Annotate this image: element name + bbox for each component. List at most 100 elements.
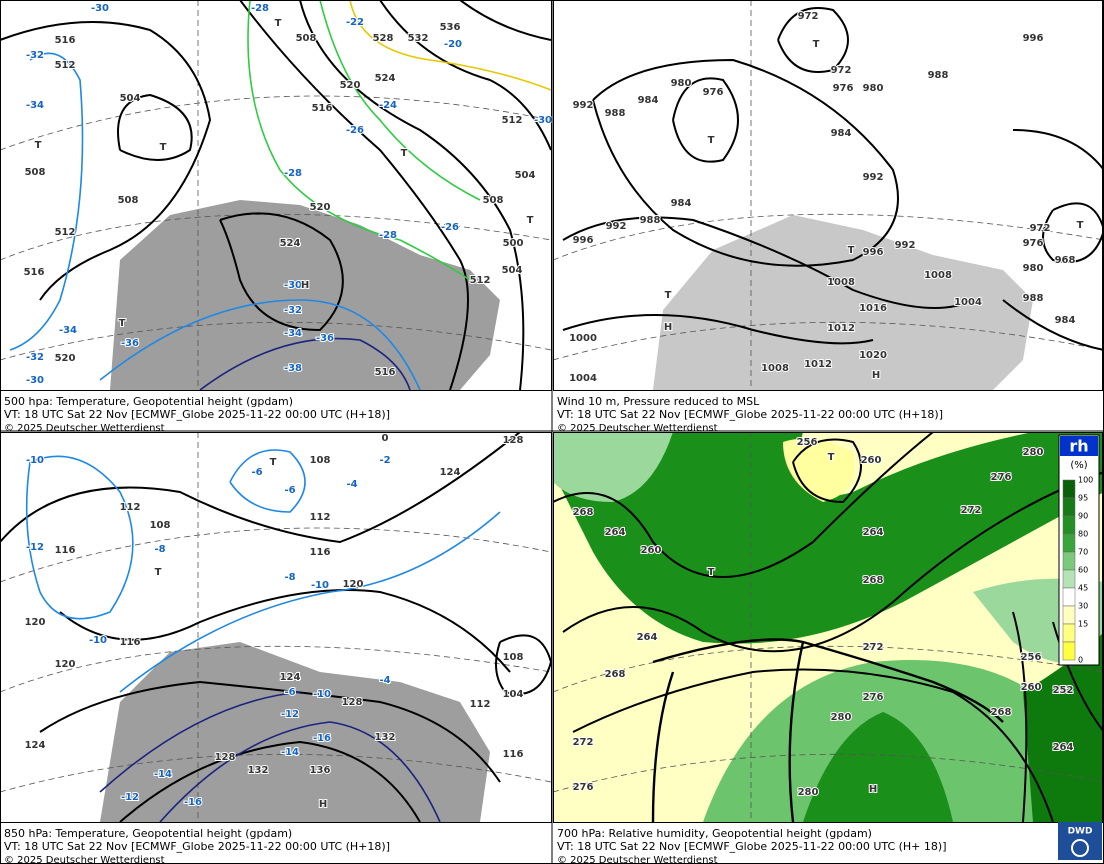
contour-label: -34 xyxy=(59,325,77,336)
contour-label: 996 xyxy=(1023,33,1044,44)
contour-label: 1008 xyxy=(827,277,855,288)
contour-label: 516 xyxy=(55,35,76,46)
contour-label: 128 xyxy=(342,697,363,708)
contour-label: 260 xyxy=(641,545,662,556)
contour-label: 116 xyxy=(55,545,76,556)
logo-text: DWD xyxy=(1068,827,1093,837)
contour-label: 264 xyxy=(637,632,658,643)
legend-label: 45 xyxy=(1078,584,1088,593)
contour-label: -24 xyxy=(379,100,397,111)
contour-label: 520 xyxy=(55,353,76,364)
contour-label: -20 xyxy=(444,39,462,50)
contour-label: H xyxy=(664,322,672,333)
contour-label: 988 xyxy=(1023,293,1044,304)
contour-label: 268 xyxy=(991,707,1012,718)
contour-label: T xyxy=(119,318,126,329)
contour-label: 272 xyxy=(573,737,594,748)
contour-label: H xyxy=(872,370,880,381)
contour-label: 536 xyxy=(440,22,461,33)
contour-label: 128 xyxy=(215,752,236,763)
contour-label: 124 xyxy=(440,467,461,478)
contour-label: -30 xyxy=(284,280,302,291)
contour-label: T xyxy=(848,245,855,256)
legend-unit: (%) xyxy=(1070,460,1087,471)
legend-label: 60 xyxy=(1078,566,1088,575)
contour-label: 512 xyxy=(502,115,523,126)
legend-label: 80 xyxy=(1078,530,1088,539)
contour-label: -30 xyxy=(91,3,109,14)
contour-label: 108 xyxy=(503,652,524,663)
contour-label: -6 xyxy=(251,467,262,478)
logo-icon xyxy=(1071,839,1089,857)
contour-label: 1008 xyxy=(761,363,789,374)
panel-700hpa: rh (%) 100 95 90 80 70 60 45 30 15 0 DWD 256 260 28… xyxy=(553,432,1104,864)
caption-line: VT: 18 UTC Sat 22 Nov [ECMWF_Globe 2025-… xyxy=(557,408,943,421)
contour-label: 508 xyxy=(296,33,317,44)
contour-label: 508 xyxy=(118,195,139,206)
contour-label: 992 xyxy=(573,100,594,111)
legend-swatch xyxy=(1062,533,1076,553)
contour-label: -26 xyxy=(441,222,459,233)
contour-label: 112 xyxy=(470,699,491,710)
contour-label: 516 xyxy=(24,267,45,278)
contour-label: 276 xyxy=(573,782,594,793)
contour-label: T xyxy=(708,567,715,578)
contour-label: 272 xyxy=(863,642,884,653)
map-frame xyxy=(553,432,1103,823)
contour-label: T xyxy=(275,18,282,29)
contour-label: -28 xyxy=(379,230,397,241)
contour-label: 120 xyxy=(343,579,364,590)
contour-label: 524 xyxy=(375,73,396,84)
contour-label: 504 xyxy=(502,265,523,276)
contour-label: 1016 xyxy=(859,303,887,314)
contour-label: 992 xyxy=(863,172,884,183)
legend-label: 100 xyxy=(1078,476,1093,485)
contour-label: 976 xyxy=(833,83,854,94)
contour-label: 516 xyxy=(312,103,333,114)
contour-label: 984 xyxy=(638,95,659,106)
contour-label: -14 xyxy=(154,769,172,780)
panel-500hpa: 516 512 504 508 508 512 516 520 520 524 516 508 520 5… xyxy=(0,0,553,434)
contour-label: 520 xyxy=(310,202,331,213)
contour-label: -4 xyxy=(346,479,357,490)
contour-label: H xyxy=(319,799,327,810)
contour-label: 988 xyxy=(640,215,661,226)
contour-label: 108 xyxy=(150,520,171,531)
caption-line: VT: 18 UTC Sat 22 Nov [ECMWF_Globe 2025-… xyxy=(557,840,946,853)
legend-swatch xyxy=(1062,479,1076,499)
contour-label: 280 xyxy=(1023,447,1044,458)
contour-label: 132 xyxy=(375,732,396,743)
legend-label: 30 xyxy=(1078,602,1088,611)
caption-line: © 2025 Deutscher Wetterdienst xyxy=(4,423,165,434)
contour-label: -22 xyxy=(346,17,364,28)
contour-label: T xyxy=(155,567,162,578)
contour-label: 280 xyxy=(831,712,852,723)
contour-label: -8 xyxy=(284,572,295,583)
contour-label: 504 xyxy=(120,93,141,104)
contour-label: 972 xyxy=(1030,223,1051,234)
legend-swatch xyxy=(1062,497,1076,517)
legend-label: 95 xyxy=(1078,494,1088,503)
contour-label: -12 xyxy=(26,542,44,553)
contour-label: -32 xyxy=(284,305,302,316)
contour-label: T xyxy=(527,215,534,226)
legend-title-bg xyxy=(1060,436,1098,456)
contour-label: -6 xyxy=(284,485,295,496)
contour-label: -30 xyxy=(26,375,44,386)
legend-swatch xyxy=(1062,551,1076,571)
contour-label: 980 xyxy=(671,78,692,89)
contour-label: -10 xyxy=(311,580,329,591)
caption-line: VT: 18 UTC Sat 22 Nov [ECMWF_Globe 2025-… xyxy=(4,408,390,421)
caption-line: © 2025 Deutscher Wetterdienst xyxy=(4,855,165,864)
contour-label: 104 xyxy=(503,689,524,700)
contour-label: -2 xyxy=(379,455,390,466)
contour-label: 1004 xyxy=(569,373,597,384)
legend-swatch xyxy=(1062,641,1076,661)
contour-label: -10 xyxy=(313,689,331,700)
legend-label: 15 xyxy=(1078,620,1088,629)
legend-label: 70 xyxy=(1078,548,1088,557)
legend-swatch xyxy=(1062,623,1076,643)
contour-label: 116 xyxy=(120,637,141,648)
contour-label: -36 xyxy=(316,333,334,344)
map xyxy=(554,1,1104,390)
